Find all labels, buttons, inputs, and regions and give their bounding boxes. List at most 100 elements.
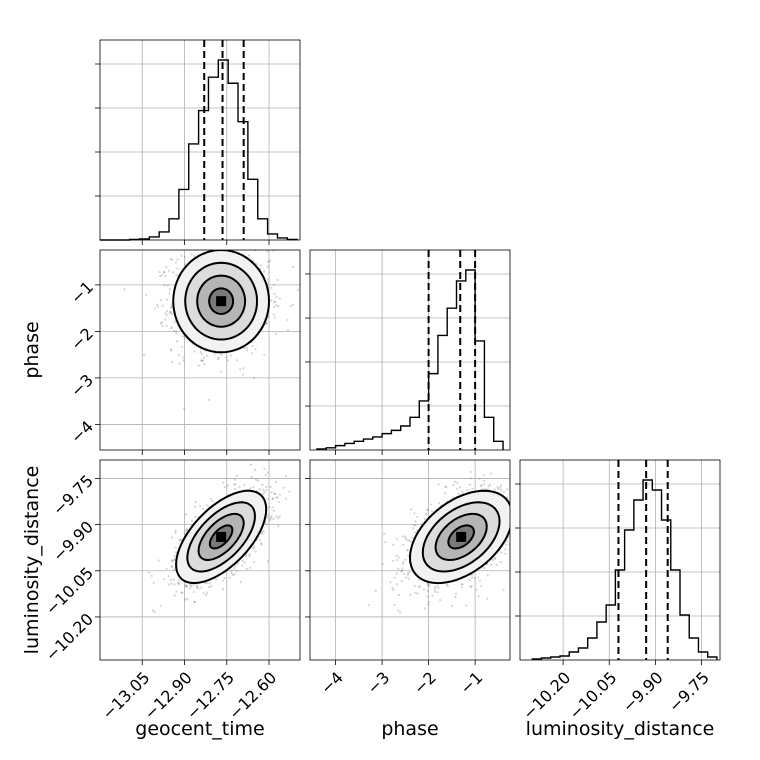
scatter-point (256, 263, 259, 266)
scatter-point (491, 558, 495, 561)
scatter-point (205, 593, 208, 597)
scatter-point (497, 487, 500, 491)
scatter-point (273, 305, 276, 309)
scatter-point (175, 590, 178, 593)
scatter-point (270, 286, 273, 289)
scatter-point (170, 326, 173, 329)
scatter-point (397, 567, 400, 570)
scatter-point (185, 528, 188, 532)
scatter-point (391, 587, 394, 590)
scatter-point (223, 486, 227, 489)
scatter-point (458, 486, 462, 489)
scatter-point (167, 583, 170, 586)
x-tick-label-geocent_time: −12.60 (225, 668, 280, 723)
scatter-point (258, 487, 261, 490)
scatter-point (210, 585, 213, 588)
scatter-point (226, 359, 229, 362)
scatter-point (192, 590, 195, 594)
scatter-point (536, 494, 538, 496)
scatter-point (392, 543, 395, 547)
scatter-point (284, 497, 287, 500)
scatter-point (544, 495, 546, 497)
scatter-point (176, 581, 180, 584)
scatter-point (172, 578, 175, 581)
histogram-panel-geocent_time (95, 39, 301, 245)
scatter-point (173, 321, 176, 324)
scatter-point (164, 318, 167, 321)
scatter-point (197, 587, 200, 590)
scatter-point (527, 520, 529, 522)
scatter-point (367, 603, 370, 606)
scatter-point (177, 579, 180, 582)
y-tick-label-phase: −1 (67, 277, 97, 307)
scatter-point (286, 329, 290, 332)
joint-frame (99, 249, 301, 451)
scatter-point (182, 356, 185, 359)
scatter-point (250, 351, 253, 355)
scatter-point (426, 589, 429, 593)
x-tick-label-phase: −3 (363, 668, 393, 698)
y-tick-label-luminosity_distance: −10.05 (42, 563, 97, 618)
scatter-point (275, 304, 278, 307)
scatter-point (433, 586, 436, 589)
y-axis-label-luminosity_distance: luminosity_distance (21, 466, 43, 655)
scatter-point (278, 515, 281, 518)
scatter-point (171, 559, 174, 562)
scatter-point (436, 585, 439, 588)
scatter-point (172, 559, 175, 562)
scatter-point (510, 503, 512, 505)
joint-panel-phase-luminosity_distance (305, 459, 546, 665)
scatter-point (181, 345, 184, 349)
scatter-point (455, 488, 459, 491)
scatter-point (159, 299, 162, 302)
scatter-point (452, 496, 455, 499)
scatter-point (162, 271, 165, 274)
histogram-frame (519, 459, 721, 661)
scatter-point (272, 313, 275, 316)
scatter-point (171, 312, 174, 316)
scatter-point (436, 591, 439, 594)
scatter-point (181, 591, 184, 594)
scatter-point (409, 540, 413, 543)
scatter-point (504, 543, 508, 546)
scatter-point (269, 516, 272, 519)
scatter-point (180, 538, 183, 541)
scatter-point (401, 569, 404, 572)
scatter-point (444, 492, 447, 495)
scatter-point (282, 486, 285, 489)
scatter-point (145, 293, 148, 297)
scatter-point (173, 329, 176, 333)
scatter-point (195, 585, 198, 588)
scatter-point (450, 604, 453, 607)
scatter-point (182, 407, 186, 410)
scatter-point (190, 519, 194, 522)
scatter-point (395, 554, 398, 557)
scatter-point (205, 354, 208, 357)
scatter-point (493, 556, 496, 560)
scatter-point (470, 576, 474, 579)
scatter-point (178, 362, 181, 365)
scatter-point (444, 485, 447, 488)
scatter-point (494, 557, 497, 560)
scatter-point (234, 482, 237, 486)
scatter-point (271, 497, 274, 500)
scatter-point (430, 510, 434, 513)
histogram-step (100, 59, 298, 241)
scatter-point (402, 560, 405, 564)
scatter-point (172, 568, 176, 571)
scatter-point (194, 515, 197, 519)
scatter-point (274, 332, 278, 335)
scatter-point (434, 588, 437, 591)
scatter-point (268, 519, 271, 522)
scatter-point (175, 340, 179, 343)
scatter-point (482, 474, 485, 477)
scatter-point (273, 316, 277, 319)
scatter-point (263, 270, 266, 273)
scatter-point (277, 525, 280, 528)
scatter-point (184, 513, 187, 516)
scatter-point (525, 537, 527, 539)
contour-line (447, 524, 476, 550)
scatter-point (502, 490, 506, 493)
scatter-point (260, 542, 263, 545)
scatter-point (408, 571, 411, 574)
